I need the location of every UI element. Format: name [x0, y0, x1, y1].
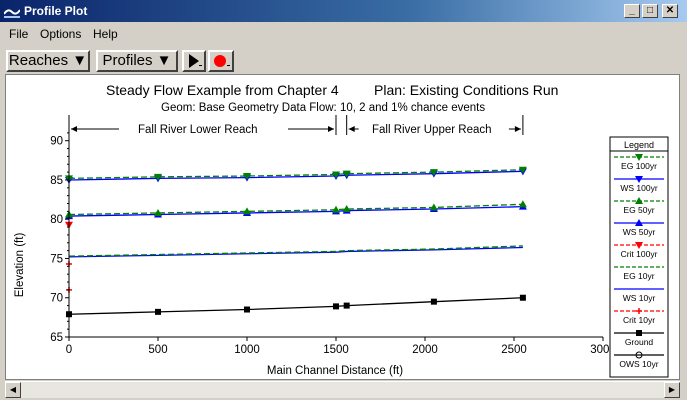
arrowhead: [348, 126, 355, 132]
series-eg-100yr: [65, 166, 527, 183]
series-line: [68, 297, 523, 315]
legend-label: EG 100yr: [621, 161, 657, 171]
y-tick-label: 65: [50, 332, 63, 344]
series-line: [68, 203, 523, 216]
data-point-triangle-up: [635, 219, 643, 226]
series-ws-10yr: [68, 246, 523, 258]
series-line: [68, 246, 523, 258]
legend-label: WS 50yr: [623, 227, 656, 237]
menu-bar: File Options Help: [0, 24, 687, 42]
arrowhead: [328, 126, 334, 132]
data-point-triangle-down: [154, 173, 162, 181]
reach-annotations: Fall River Lower Reach Fall River Upper …: [68, 115, 524, 136]
legend-label: OWS 10yr: [619, 359, 658, 369]
data-point-square: [333, 303, 339, 310]
legend-label: Crit 10yr: [623, 315, 655, 325]
play-button[interactable]: [182, 50, 206, 72]
minimize-button[interactable]: _: [624, 4, 640, 18]
legend-label: WS 100yr: [620, 183, 657, 193]
y-tick-label: 80: [50, 214, 63, 226]
plot-area[interactable]: Steady Flow Example from Chapter 4 Plan:…: [5, 74, 680, 380]
y-tick-label: 75: [50, 253, 63, 265]
y-axis-label: Elevation (ft): [14, 233, 26, 298]
legend-label: Ground: [625, 337, 654, 347]
menu-file[interactable]: File: [9, 27, 29, 41]
y-tick-label: 85: [50, 175, 63, 187]
legend-label: WS 10yr: [623, 293, 656, 303]
legend-label: EG 50yr: [623, 205, 654, 215]
scroll-left-arrow[interactable]: ◀: [5, 382, 21, 398]
reach-lower-label: Fall River Lower Reach: [138, 124, 258, 136]
chart-title-left: Steady Flow Example from Chapter 4: [106, 82, 339, 98]
x-tick-label: 1000: [234, 344, 260, 356]
x-axis-label: Main Channel Distance (ft): [267, 365, 403, 377]
play-icon: [189, 54, 202, 68]
series-layer: [65, 166, 527, 318]
data-point-triangle-down: [243, 173, 251, 181]
legend-label: Crit 100yr: [621, 249, 658, 259]
data-point-triangle-down: [635, 242, 643, 249]
menu-help[interactable]: Help: [93, 27, 118, 41]
data-point-square: [244, 306, 250, 313]
data-point-square: [636, 330, 642, 336]
data-point-square: [519, 294, 526, 301]
data-point-triangle-up: [332, 205, 340, 213]
data-point-triangle-down: [518, 166, 527, 174]
scroll-right-arrow[interactable]: ▶: [664, 382, 680, 398]
menu-options[interactable]: Options: [40, 27, 82, 41]
data-point-triangle-down: [635, 154, 643, 161]
chart-subtitle: Geom: Base Geometry Data Flow: 10, 2 and…: [161, 102, 485, 114]
x-tick-label: 3000: [590, 344, 616, 356]
y-tick-label: 90: [50, 136, 63, 148]
reaches-button[interactable]: Reaches ▼: [6, 50, 90, 72]
profiles-button[interactable]: Profiles ▼: [96, 50, 178, 72]
series-eg-10yr: [68, 245, 523, 257]
data-point-circle: [635, 351, 643, 359]
series-ws-100yr: [65, 168, 527, 184]
data-point-triangle-down: [342, 170, 351, 178]
data-point-square: [430, 298, 437, 305]
window-title: Profile Plot: [24, 4, 88, 18]
toolbar: Reaches ▼ Profiles ▼: [0, 48, 687, 74]
reach-upper-label: Fall River Upper Reach: [372, 124, 492, 136]
x-tick-label: 0: [66, 344, 72, 356]
x-tick-label: 500: [148, 344, 167, 356]
record-icon: [214, 55, 230, 67]
series-line: [68, 245, 523, 257]
legend: Legend EG 100yr WS 100yr EG 50yr WS 50yr Crit…: [609, 136, 669, 378]
arrowhead: [71, 126, 77, 132]
data-point-triangle-down: [332, 171, 340, 179]
series-line: [68, 206, 523, 217]
data-point-triangle-down: [635, 176, 643, 183]
y-tick-label: 70: [50, 293, 63, 305]
data-point-square: [155, 308, 161, 315]
x-tick-label: 2000: [412, 344, 438, 356]
data-point-triangle-up: [154, 208, 162, 216]
data-point-square: [343, 302, 350, 309]
record-button[interactable]: [208, 50, 234, 72]
data-point-triangle-down: [429, 169, 438, 177]
title-bar: Profile Plot _ □ ✕: [0, 0, 687, 22]
maximize-button[interactable]: □: [642, 4, 658, 18]
arrowhead: [514, 126, 521, 132]
app-icon: [4, 9, 20, 18]
data-point-triangle-up: [243, 207, 251, 215]
data-point-triangle-up: [429, 203, 438, 211]
series-ground: [66, 294, 526, 318]
horizontal-scrollbar[interactable]: ◀ ▶: [5, 381, 680, 398]
series-eg-50yr: [65, 200, 527, 218]
data-point-triangle-up: [635, 197, 643, 204]
legend-label: EG 10yr: [623, 271, 654, 281]
x-tick-label: 2500: [501, 344, 527, 356]
chart-title-right: Plan: Existing Conditions Run: [374, 82, 558, 98]
chart-axes: 0 500 1000 1500 2000 2500 3000 65 70 75 80 85 90: [50, 125, 616, 356]
data-point-triangle-up: [518, 200, 527, 208]
close-button[interactable]: ✕: [662, 4, 678, 18]
profile-chart: Steady Flow Example from Chapter 4 Plan:…: [14, 82, 669, 378]
x-tick-label: 1500: [323, 344, 349, 356]
data-point-triangle-up: [342, 205, 351, 213]
legend-title: Legend: [624, 140, 654, 150]
